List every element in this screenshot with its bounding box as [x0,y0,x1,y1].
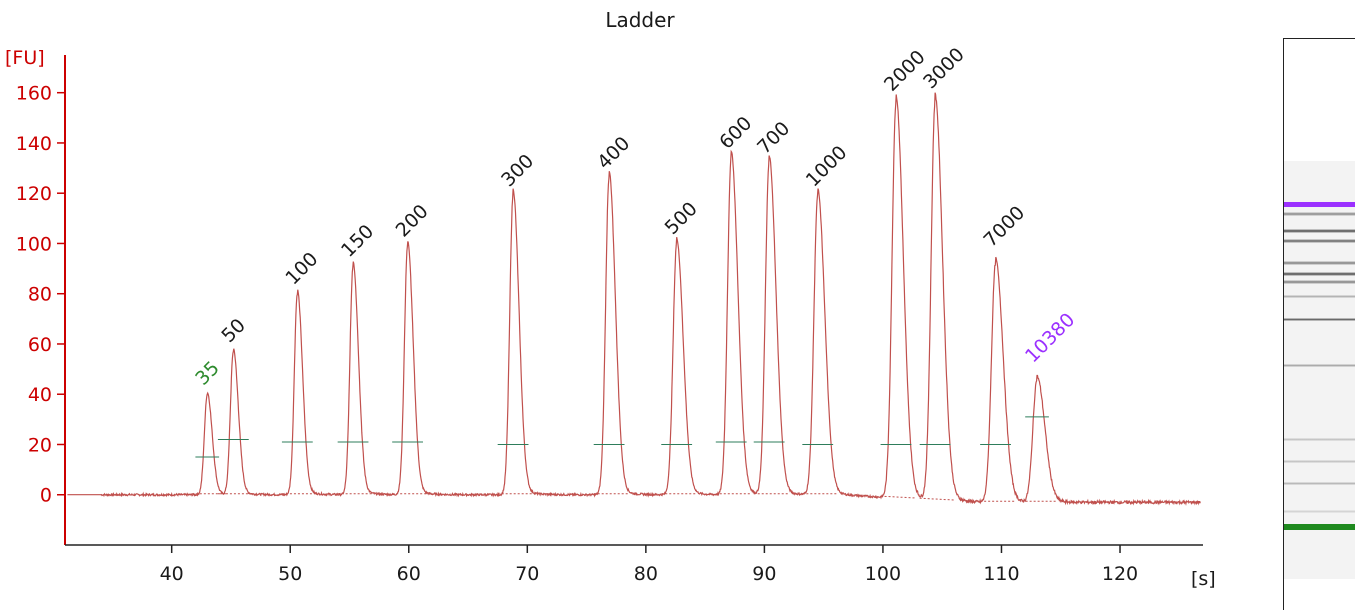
gel-band [1284,318,1355,321]
x-tick-label: 110 [983,563,1019,585]
gel-band [1284,482,1355,485]
gel-band [1284,510,1355,513]
gel-band [1284,295,1355,298]
gel-band [1284,239,1355,243]
peak-label-400: 400 [593,132,634,173]
gel-band [1284,364,1355,367]
peak-label-100: 100 [281,248,322,289]
x-tick-label: 100 [865,563,901,585]
x-tick-label: 40 [160,563,184,585]
peak-label-50: 50 [217,314,250,347]
peak-label-150: 150 [337,220,378,261]
fluorescence-trace [67,93,1200,504]
peak-label-2000: 2000 [880,46,930,96]
peak-baseline [881,496,915,498]
x-axis-label: [s] [1191,568,1216,590]
gel-band [1284,212,1355,216]
peak-label-200: 200 [392,200,433,241]
x-tick-label: 60 [397,563,421,585]
x-tick-label: 120 [1102,563,1138,585]
chart-axes: 0 20 40 60 80 100 120 140 160 40 50 60 70 80 90 100 110 1… [16,55,1203,585]
gel-band [1284,272,1355,276]
peak-label-3000: 3000 [919,44,969,94]
gel-band [1284,438,1355,441]
y-tick-label: 80 [28,284,52,306]
x-tick-label: 90 [752,563,776,585]
peak-baseline [920,498,954,500]
peak-label-700: 700 [753,117,794,158]
peak-label-7000: 7000 [980,202,1030,252]
gel-band [1284,202,1355,207]
gel-lane [1284,161,1355,579]
y-tick-label: 40 [28,384,52,406]
y-axis-label: [FU] [5,47,45,69]
gel-band [1284,229,1355,233]
gel-image [1283,38,1355,610]
y-tick-label: 120 [16,183,52,205]
y-tick-label: 60 [28,334,52,356]
peak-label-35: 35 [191,357,224,390]
y-tick-label: 160 [16,83,52,105]
electropherogram-chart: Ladder 0 20 40 60 80 100 120 140 160 40 50 60 70 80 90… [0,0,1270,609]
peak-label-500: 500 [661,198,702,239]
gel-band [1284,460,1355,463]
peak-label-10380: 10380 [1021,309,1079,367]
x-tick-label: 50 [278,563,302,585]
y-tick-label: 100 [16,233,52,255]
x-tick-label: 70 [515,563,539,585]
y-tick-label: 20 [28,434,52,456]
gel-band [1284,261,1355,265]
y-tick-label: 140 [16,133,52,155]
gel-band [1284,280,1355,284]
peak-label-300: 300 [497,150,538,191]
chart-title: Ladder [605,8,675,32]
x-tick-label: 80 [634,563,658,585]
y-tick-label: 0 [40,485,52,507]
peak-label-1000: 1000 [802,142,852,192]
gel-band [1284,524,1355,530]
peak-label-600: 600 [715,112,756,153]
